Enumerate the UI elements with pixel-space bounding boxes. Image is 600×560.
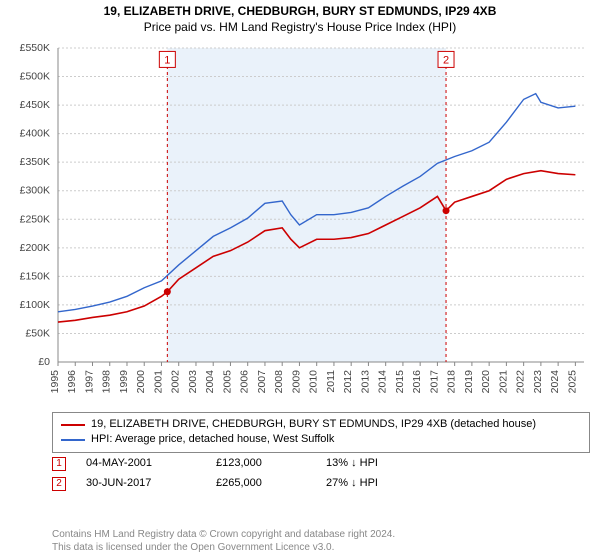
chart-titles: 19, ELIZABETH DRIVE, CHEDBURGH, BURY ST … — [0, 0, 600, 34]
svg-text:2016: 2016 — [411, 370, 423, 394]
svg-text:2009: 2009 — [290, 370, 302, 394]
legend-swatch — [61, 424, 85, 426]
svg-text:2007: 2007 — [256, 370, 268, 394]
svg-text:2024: 2024 — [549, 370, 561, 394]
tx-delta: 13% ↓ HPI — [326, 454, 378, 474]
legend-row: 19, ELIZABETH DRIVE, CHEDBURGH, BURY ST … — [61, 417, 581, 432]
svg-text:£500K: £500K — [20, 71, 50, 83]
transactions-table: 1 04-MAY-2001 £123,000 13% ↓ HPI 2 30-JU… — [52, 454, 590, 494]
svg-text:1999: 1999 — [118, 370, 130, 394]
footer-line1: Contains HM Land Registry data © Crown c… — [52, 528, 395, 541]
svg-text:£300K: £300K — [20, 185, 50, 197]
chart-container: 19, ELIZABETH DRIVE, CHEDBURGH, BURY ST … — [0, 0, 600, 560]
svg-text:2021: 2021 — [497, 370, 509, 394]
svg-text:1: 1 — [164, 54, 170, 66]
svg-text:£0: £0 — [38, 356, 50, 368]
svg-text:2019: 2019 — [463, 370, 475, 394]
table-row: 1 04-MAY-2001 £123,000 13% ↓ HPI — [52, 454, 590, 474]
svg-text:1997: 1997 — [83, 370, 95, 394]
table-row: 2 30-JUN-2017 £265,000 27% ↓ HPI — [52, 474, 590, 494]
svg-text:£350K: £350K — [20, 156, 50, 168]
svg-text:2003: 2003 — [187, 370, 199, 394]
svg-text:1996: 1996 — [66, 370, 78, 394]
svg-text:2018: 2018 — [446, 370, 458, 394]
svg-text:2013: 2013 — [359, 370, 371, 394]
svg-text:1995: 1995 — [49, 370, 61, 394]
footer-line2: This data is licensed under the Open Gov… — [52, 541, 395, 554]
tx-delta: 27% ↓ HPI — [326, 474, 378, 494]
tx-date: 04-MAY-2001 — [86, 454, 196, 474]
title-address: 19, ELIZABETH DRIVE, CHEDBURGH, BURY ST … — [0, 4, 600, 18]
svg-text:2012: 2012 — [342, 370, 354, 394]
svg-text:£100K: £100K — [20, 299, 50, 311]
svg-text:£400K: £400K — [20, 128, 50, 140]
svg-text:£50K: £50K — [25, 327, 50, 339]
tx-price: £123,000 — [216, 454, 306, 474]
legend-box: 19, ELIZABETH DRIVE, CHEDBURGH, BURY ST … — [52, 412, 590, 453]
tx-date: 30-JUN-2017 — [86, 474, 196, 494]
svg-text:2001: 2001 — [152, 370, 164, 394]
svg-text:2022: 2022 — [515, 370, 527, 394]
legend-label: 19, ELIZABETH DRIVE, CHEDBURGH, BURY ST … — [91, 417, 536, 432]
svg-text:£550K: £550K — [20, 42, 50, 54]
svg-text:2005: 2005 — [221, 370, 233, 394]
svg-text:2004: 2004 — [204, 370, 216, 394]
footer-text: Contains HM Land Registry data © Crown c… — [52, 528, 395, 554]
chart-plot-area: £0£50K£100K£150K£200K£250K£300K£350K£400… — [52, 44, 590, 404]
svg-text:2008: 2008 — [273, 370, 285, 394]
legend-label: HPI: Average price, detached house, West… — [91, 432, 334, 447]
tx-price: £265,000 — [216, 474, 306, 494]
svg-text:2017: 2017 — [428, 370, 440, 394]
svg-text:£450K: £450K — [20, 99, 50, 111]
marker-badge: 2 — [52, 477, 66, 491]
svg-text:2023: 2023 — [532, 370, 544, 394]
svg-text:2014: 2014 — [377, 370, 389, 394]
marker-badge: 1 — [52, 457, 66, 471]
svg-text:2002: 2002 — [170, 370, 182, 394]
chart-svg: £0£50K£100K£150K£200K£250K£300K£350K£400… — [52, 44, 590, 404]
svg-text:2000: 2000 — [135, 370, 147, 394]
legend-row: HPI: Average price, detached house, West… — [61, 432, 581, 447]
svg-text:£150K: £150K — [20, 270, 50, 282]
title-subtitle: Price paid vs. HM Land Registry's House … — [0, 20, 600, 34]
svg-text:1998: 1998 — [101, 370, 113, 394]
svg-text:£250K: £250K — [20, 213, 50, 225]
svg-text:2006: 2006 — [239, 370, 251, 394]
svg-text:2010: 2010 — [308, 370, 320, 394]
svg-text:2011: 2011 — [325, 370, 337, 393]
svg-text:2025: 2025 — [566, 370, 578, 394]
svg-text:2020: 2020 — [480, 370, 492, 394]
svg-text:£200K: £200K — [20, 242, 50, 254]
legend-swatch — [61, 439, 85, 441]
svg-text:2015: 2015 — [394, 370, 406, 394]
svg-text:2: 2 — [443, 54, 449, 66]
